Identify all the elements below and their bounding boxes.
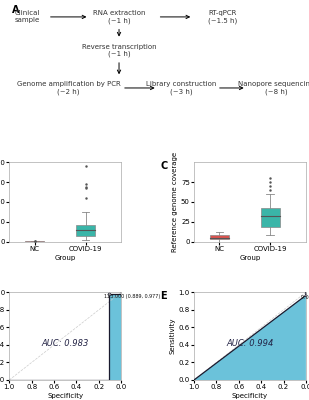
FancyBboxPatch shape xyxy=(76,225,95,236)
Text: C: C xyxy=(160,160,168,170)
FancyBboxPatch shape xyxy=(210,236,229,240)
FancyBboxPatch shape xyxy=(260,208,280,228)
Y-axis label: Sensitivity: Sensitivity xyxy=(170,318,176,354)
Text: 123.000 (0.889, 0.977): 123.000 (0.889, 0.977) xyxy=(104,294,161,299)
Text: A: A xyxy=(12,5,20,15)
X-axis label: Group: Group xyxy=(55,255,76,261)
Text: E: E xyxy=(160,290,167,300)
Text: Nanopore sequencing
(~8 h): Nanopore sequencing (~8 h) xyxy=(238,81,309,95)
Text: Library construction
(~3 h): Library construction (~3 h) xyxy=(146,81,217,95)
X-axis label: Specificity: Specificity xyxy=(47,393,83,399)
X-axis label: Group: Group xyxy=(239,255,260,261)
Text: Genome amplification by PCR
(~2 h): Genome amplification by PCR (~2 h) xyxy=(17,81,121,95)
Text: RT-qPCR
(~1.5 h): RT-qPCR (~1.5 h) xyxy=(208,10,238,24)
Text: RNA extraction
(~1 h): RNA extraction (~1 h) xyxy=(93,10,145,24)
X-axis label: Specificity: Specificity xyxy=(232,393,268,399)
Y-axis label: Reference genome coverage: Reference genome coverage xyxy=(172,152,178,252)
Text: Reverse transcription
(~1 h): Reverse transcription (~1 h) xyxy=(82,44,156,57)
Text: AUC: 0.994: AUC: 0.994 xyxy=(226,339,274,348)
Text: AUC: 0.983: AUC: 0.983 xyxy=(41,339,89,348)
Text: 9.005 (1.000, 0.965): 9.005 (1.000, 0.965) xyxy=(302,295,309,300)
Text: Clinical
sample: Clinical sample xyxy=(15,10,40,24)
